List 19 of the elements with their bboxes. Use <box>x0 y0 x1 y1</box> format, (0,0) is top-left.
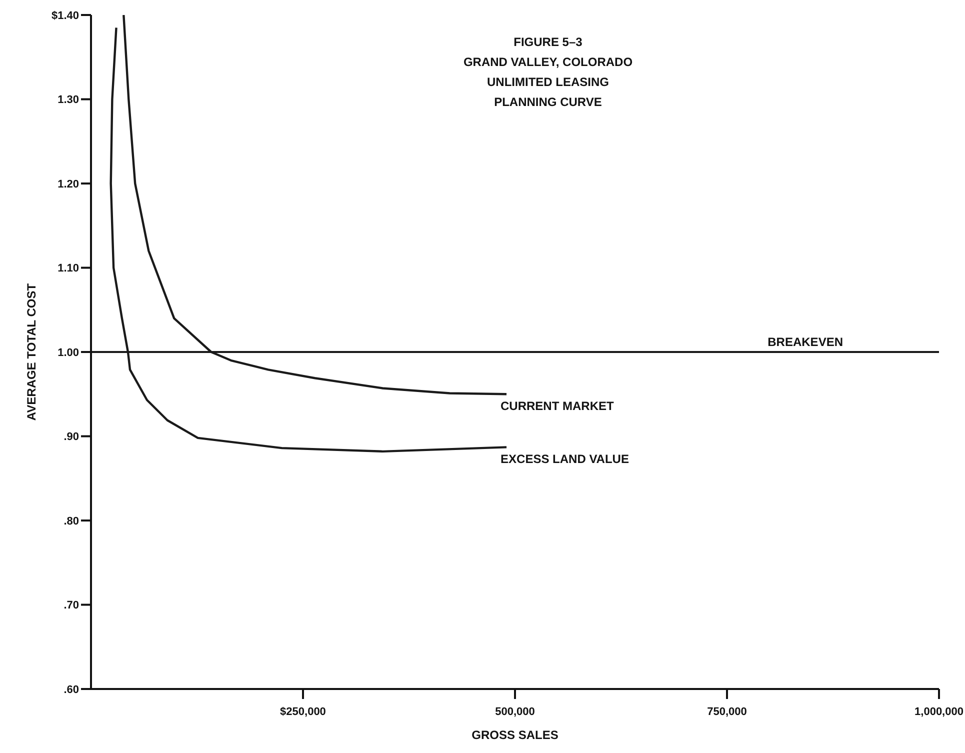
y-tick-label: 1.10 <box>58 262 79 275</box>
ref-line-label: BREAKEVEN <box>768 335 843 349</box>
y-axis-title: AVERAGE TOTAL COST <box>24 282 38 421</box>
y-tick-label: 1.00 <box>58 346 79 359</box>
y-tick-label: .60 <box>64 684 79 696</box>
series-label: EXCESS LAND VALUE <box>500 452 629 466</box>
series-label: CURRENT MARKET <box>500 399 615 414</box>
x-tick-label: 500,000 <box>495 706 535 718</box>
y-tick-label: 1.20 <box>58 178 79 190</box>
y-tick-label: .70 <box>64 600 79 612</box>
x-tick-label: 1,000,000 <box>914 706 964 718</box>
y-tick-label: .90 <box>64 431 79 444</box>
x-axis-title: GROSS SALES <box>472 728 558 742</box>
y-tick-label: .80 <box>64 515 79 528</box>
y-tick-label: 1.30 <box>58 94 79 106</box>
y-tick-label: $1.40 <box>51 10 79 22</box>
x-tick-label: 750,000 <box>707 706 747 718</box>
text: FIGURE 5–3 GRAND VALLEY, COLORADO UNLIMITED LEASING PLANNING CURVE <box>462 34 634 111</box>
x-tick-label: $250,000 <box>280 706 326 718</box>
